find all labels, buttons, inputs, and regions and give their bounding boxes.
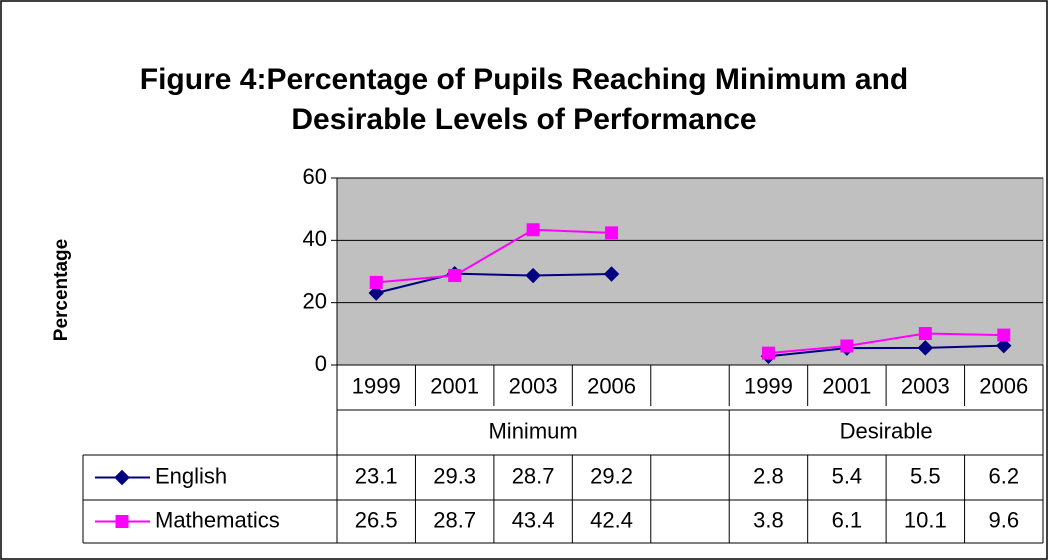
x-tick-label: 2001 (430, 373, 479, 398)
data-point (526, 223, 540, 237)
series-line (376, 228, 612, 284)
legend-label: Mathematics (155, 507, 280, 532)
y-axis-label: Percentage (51, 239, 72, 341)
data-point (917, 340, 934, 356)
data-point (525, 267, 541, 284)
data-point (605, 226, 619, 240)
y-tick-label: 0 (315, 351, 327, 376)
table-value: 42.4 (590, 507, 633, 532)
data-point (369, 275, 383, 289)
series-line (375, 272, 612, 294)
chart-title: Figure 4:Percentage of Pupils Reaching M… (139, 63, 909, 136)
series-line (768, 332, 1004, 355)
table-value: 29.2 (590, 463, 633, 488)
legend-marker (114, 469, 130, 486)
table-value: 5.4 (832, 463, 863, 488)
table-value: 10.1 (904, 507, 947, 532)
table-value: 9.6 (988, 507, 1019, 532)
legend-label: English (155, 463, 227, 488)
data-point (996, 337, 1012, 354)
x-tick-label: 2003 (901, 373, 950, 398)
data-point (368, 285, 384, 301)
data-point (603, 266, 620, 282)
table-value: 3.8 (753, 507, 784, 532)
data-point (761, 346, 775, 360)
x-tick-label: 2001 (822, 373, 871, 398)
table-value: 2.8 (753, 463, 784, 488)
table-value: 5.5 (910, 463, 941, 488)
series-line (768, 344, 1004, 358)
x-tick-label: 2006 (979, 373, 1028, 398)
x-tick-label: 2003 (509, 373, 558, 398)
x-tick-label: 1999 (744, 373, 793, 398)
y-tick-label: 20 (303, 288, 327, 313)
x-tick-label: 1999 (352, 373, 401, 398)
table-value: 43.4 (512, 507, 555, 532)
group-label: Desirable (840, 418, 933, 443)
table-value: 6.1 (832, 507, 863, 532)
table-value: 28.7 (512, 463, 555, 488)
table-value: 6.2 (988, 463, 1019, 488)
table-value: 28.7 (433, 507, 476, 532)
table-value: 29.3 (433, 463, 476, 488)
data-point (997, 328, 1011, 342)
y-tick-label: 40 (303, 226, 327, 251)
table-value: 26.5 (355, 507, 398, 532)
data-point (840, 339, 854, 353)
legend-marker (115, 515, 129, 528)
x-tick-label: 2006 (587, 373, 636, 398)
data-point (918, 327, 932, 341)
data-point (448, 269, 462, 283)
table-value: 23.1 (355, 463, 398, 488)
plot-area (336, 177, 1044, 366)
group-label: Minimum (488, 418, 577, 443)
y-tick-label: 60 (303, 164, 327, 189)
